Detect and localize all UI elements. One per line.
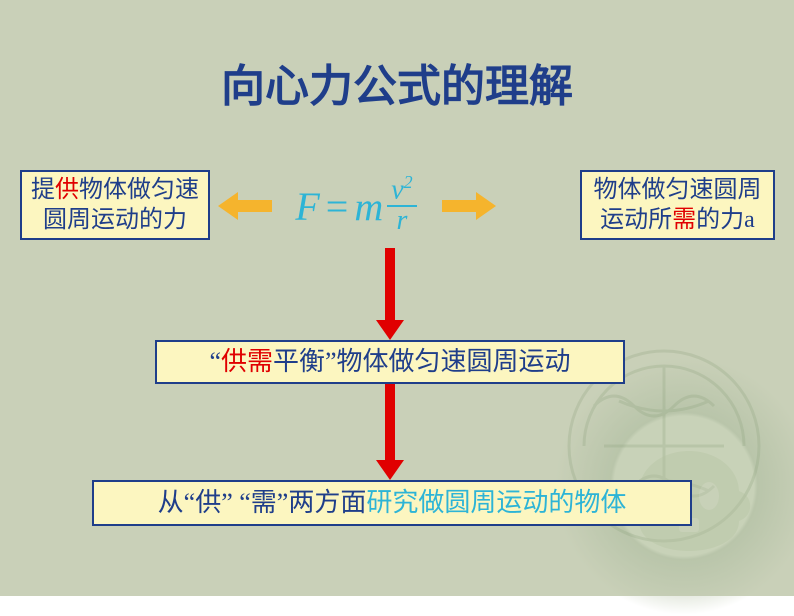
equals: = <box>326 183 349 230</box>
arrow-down-1-icon <box>378 248 402 340</box>
centripetal-formula: F = m v2 r <box>272 168 440 244</box>
hl-supply: 供 <box>55 177 79 203</box>
slide-title: 向心力公式的理解 <box>0 50 794 114</box>
arrow-right-icon <box>442 196 496 216</box>
txt: 圆周运动的力 <box>43 207 187 233</box>
box-conclusion: 从“供” “需”两方面研究做圆周运动的物体 <box>92 480 692 526</box>
txt: 物体做匀速圆周 <box>594 177 762 203</box>
m: m <box>354 183 383 230</box>
v: v <box>391 175 403 206</box>
txt: 的力a <box>696 207 755 233</box>
fraction: v2 r <box>387 173 416 234</box>
q: “ <box>209 347 221 376</box>
F: F <box>295 183 319 230</box>
box-demand: 物体做匀速圆周运动所需的力a <box>580 170 775 240</box>
txt: 提 <box>31 177 55 203</box>
hl-research: 研究做圆周运动的物体 <box>366 488 626 517</box>
arrow-left-icon <box>218 196 272 216</box>
hl-balance: 供需 <box>221 347 273 376</box>
txt: 物体做匀速 <box>79 177 199 203</box>
box-supply: 提供物体做匀速圆周运动的力 <box>20 170 210 240</box>
r: r <box>396 207 407 235</box>
squared: 2 <box>404 172 413 192</box>
txt: 平衡” <box>273 347 337 376</box>
txt: 从“供” “需”两方面 <box>158 488 367 517</box>
box-balance: “供需平衡”物体做匀速圆周运动 <box>155 340 625 384</box>
hl-demand: 需 <box>672 207 696 233</box>
txt: 物体做匀速圆周运动 <box>337 347 571 376</box>
arrow-down-2-icon <box>378 384 402 480</box>
txt: 运动所 <box>600 207 672 233</box>
